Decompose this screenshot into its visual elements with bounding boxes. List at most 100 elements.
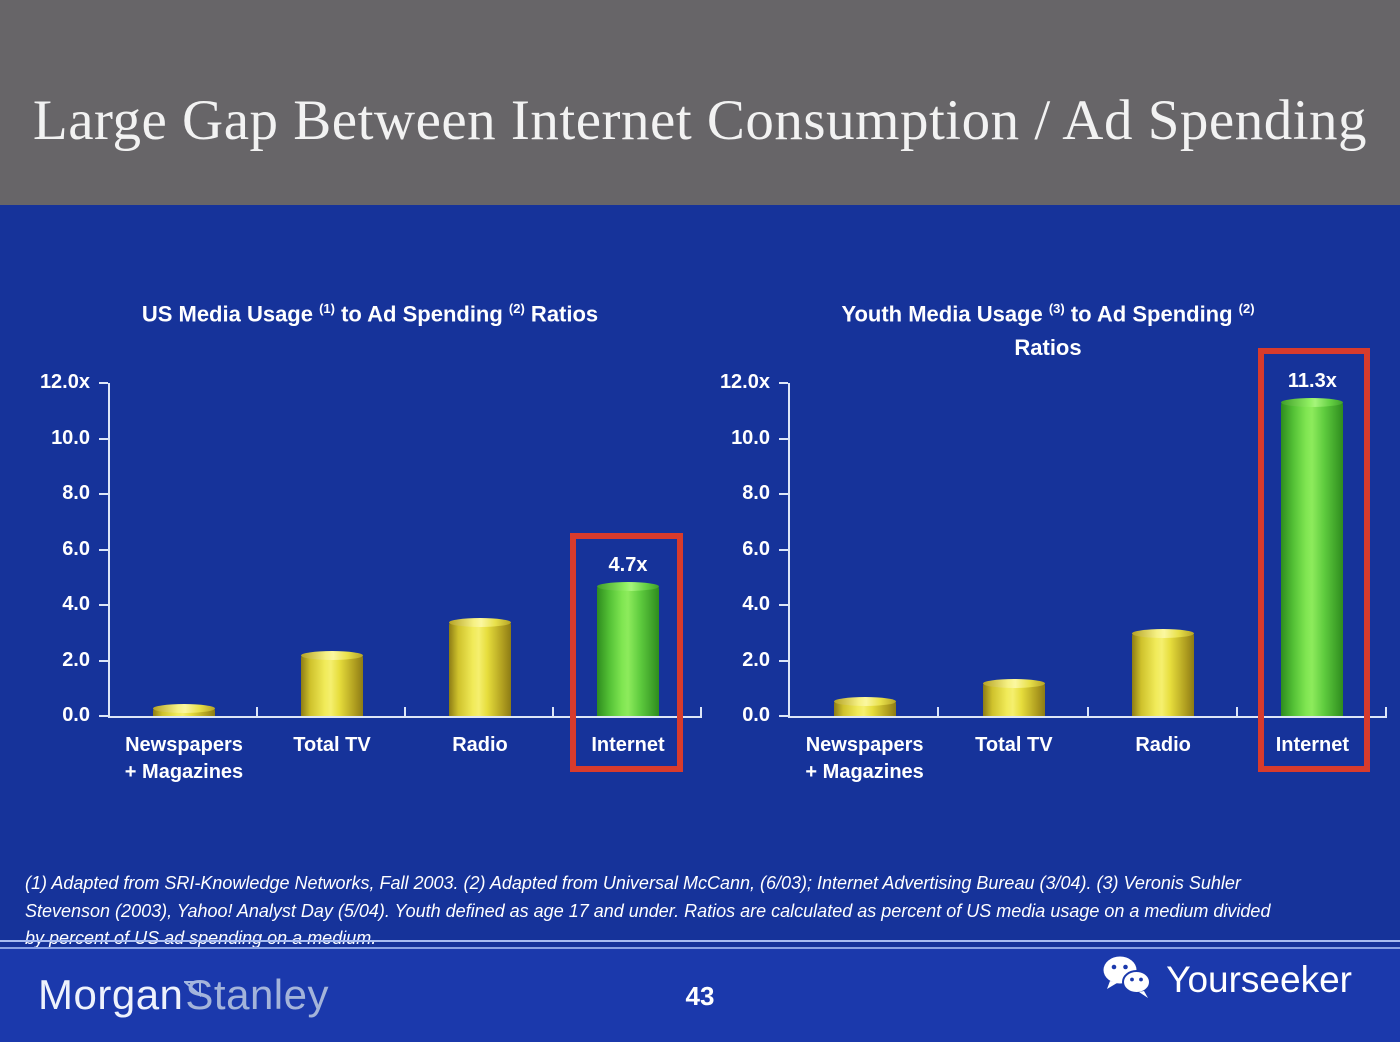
y-tick-label: 6.0 xyxy=(742,537,770,560)
brand-part-stanley: Stanley xyxy=(185,971,329,1018)
bar-cap xyxy=(982,678,1045,688)
bar-total-tv xyxy=(301,650,363,716)
category-label: Newspapers + Magazines xyxy=(805,734,924,783)
slide-header: Large Gap Between Internet Consumption /… xyxy=(0,0,1400,205)
footnote-line: by percent of US ad spending on a medium… xyxy=(25,928,377,948)
chart-title-line: US Media Usage (1) to Ad Spending (2) Ra… xyxy=(40,292,700,331)
title-text: Youth Media Usage xyxy=(841,301,1049,327)
morgan-stanley-triangle-icon xyxy=(182,959,202,1007)
y-tick xyxy=(779,659,788,662)
morgan-stanley-logo: MorganStanley xyxy=(38,971,329,1019)
y-tick-label: 4.0 xyxy=(742,593,770,615)
bar-cap xyxy=(301,650,363,660)
y-tick xyxy=(99,437,108,440)
y-tick-label: 12.0x xyxy=(39,371,90,393)
x-tick xyxy=(256,707,258,716)
title-text: to Ad Spending xyxy=(1064,301,1239,327)
title-text: Ratios xyxy=(1014,335,1082,361)
y-tick xyxy=(99,715,108,717)
y-tick-label: 4.0 xyxy=(62,593,90,615)
chart-title: Youth Media Usage (3) to Ad Spending (2)… xyxy=(748,292,1348,365)
yourseeker-watermark: Yourseeker xyxy=(1102,955,1352,1004)
y-tick-label: 10.0 xyxy=(51,426,90,449)
chart-title-line: Ratios xyxy=(748,331,1348,365)
y-tick-label: 10.0 xyxy=(731,426,770,449)
y-tick-label: 8.0 xyxy=(742,482,770,504)
y-tick xyxy=(99,548,108,551)
bar-radio xyxy=(449,617,511,716)
divider-line xyxy=(0,940,1400,949)
data-label: 4.7x xyxy=(608,553,648,576)
bar-cap xyxy=(1132,628,1195,638)
bar-cap xyxy=(597,581,659,591)
footnote-line: (1) Adapted from SRI-Knowledge Networks,… xyxy=(25,873,1241,893)
y-tick-label: 12.0x xyxy=(719,371,770,393)
title-text: Ratios xyxy=(524,301,599,327)
chart-title: US Media Usage (1) to Ad Spending (2) Ra… xyxy=(40,292,700,331)
category-label: Internet xyxy=(1275,734,1350,756)
y-tick xyxy=(779,604,788,606)
title-superscript: (2) xyxy=(1238,301,1255,316)
x-tick xyxy=(404,707,406,716)
bar-cap xyxy=(833,696,896,706)
y-tick-label: 2.0 xyxy=(742,648,770,671)
footer-band: MorganStanley 43 Yourseeker xyxy=(0,949,1400,1042)
x-tick xyxy=(700,707,702,716)
category-label: Total TV xyxy=(293,734,371,756)
category-label: Total TV xyxy=(975,734,1053,756)
bar-internet xyxy=(1281,398,1344,716)
y-tick xyxy=(779,382,788,384)
category-label: Newspapers + Magazines xyxy=(124,734,244,783)
bar-newspapers xyxy=(833,696,896,716)
bar-internet xyxy=(597,581,659,716)
wechat-icon xyxy=(1102,955,1152,1004)
y-tick-label: 0.0 xyxy=(742,704,770,726)
x-tick xyxy=(1385,707,1387,716)
title-text: to Ad Spending xyxy=(334,301,509,327)
x-tick xyxy=(552,707,554,716)
y-tick-label: 2.0 xyxy=(62,648,90,671)
page-number: 43 xyxy=(685,981,715,1011)
y-tick xyxy=(99,604,108,606)
chart-youth-media-usage: Youth Media Usage (3) to Ad Spending (2)… xyxy=(720,288,1400,808)
slide-title: Large Gap Between Internet Consumption /… xyxy=(32,89,1368,152)
footnote-line: Stevenson (2003), Yahoo! Analyst Day (5/… xyxy=(25,900,1271,921)
bar-total-tv xyxy=(982,678,1045,716)
plot-area: 12.0x 10.0 8.0 6.0 4.0 2.0 0.0 Newspapers + Mag… xyxy=(40,371,702,783)
brand-part-morgan: Morgan xyxy=(38,971,184,1018)
x-tick xyxy=(1086,707,1089,716)
footnote: (1) Adapted from SRI-Knowledge Networks,… xyxy=(25,870,1390,953)
bar-cap xyxy=(153,703,215,713)
y-tick xyxy=(779,437,788,440)
y-tick xyxy=(779,548,788,551)
category-label: Internet xyxy=(591,734,665,756)
title-superscript: (2) xyxy=(508,301,525,316)
title-superscript: (1) xyxy=(319,301,335,316)
bar-newspapers xyxy=(153,703,215,716)
y-tick xyxy=(779,493,788,495)
bar-radio xyxy=(1132,628,1195,716)
chart-title-line: Youth Media Usage (3) to Ad Spending (2) xyxy=(748,292,1348,331)
plot-area: 12.0x 10.0 8.0 6.0 4.0 2.0 0.0 Newspapers + Mag… xyxy=(720,370,1387,783)
chart-us-media-usage: US Media Usage (1) to Ad Spending (2) Ra… xyxy=(40,288,702,808)
title-text: US Media Usage xyxy=(141,301,320,327)
y-tick-label: 0.0 xyxy=(62,704,90,726)
highlight-box xyxy=(570,533,683,772)
y-tick-label: 6.0 xyxy=(62,537,90,560)
y-tick-label: 8.0 xyxy=(62,482,90,504)
category-label: Radio xyxy=(452,734,508,756)
data-label: 11.3x xyxy=(1287,370,1337,393)
x-tick xyxy=(1235,707,1238,716)
highlight-box xyxy=(1258,348,1370,772)
y-tick xyxy=(779,715,788,717)
x-tick xyxy=(937,707,940,716)
bar-cap xyxy=(1281,398,1344,408)
bar-cap xyxy=(449,617,511,627)
title-superscript: (3) xyxy=(1048,301,1065,316)
y-tick xyxy=(99,493,108,495)
y-tick xyxy=(99,382,108,384)
category-label: Radio xyxy=(1135,734,1191,756)
watermark-label: Yourseeker xyxy=(1166,958,1352,1000)
y-tick xyxy=(99,659,108,662)
